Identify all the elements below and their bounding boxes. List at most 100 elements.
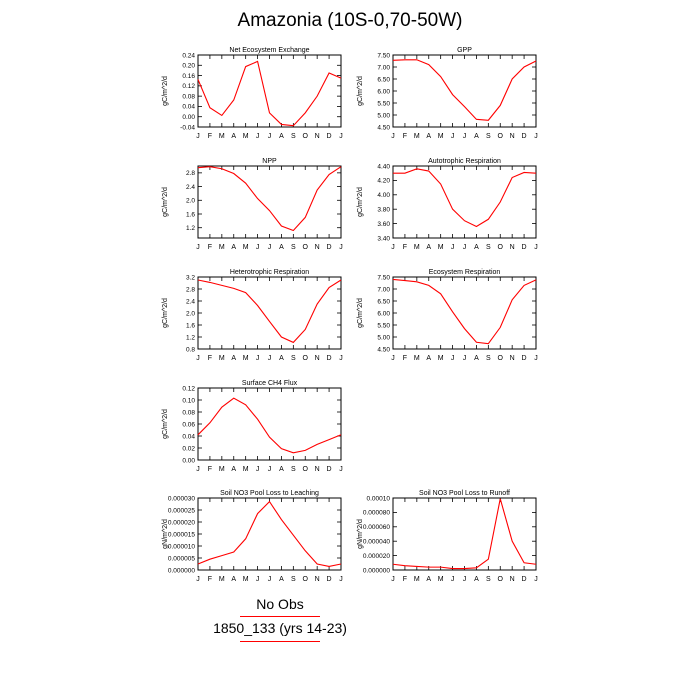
chart-2-frame (197, 165, 342, 239)
legend-line-case (240, 641, 320, 642)
chart-7-ytick-label: 0.000000 (168, 567, 195, 574)
chart-4-xtick-label: M (219, 355, 225, 362)
chart-8-ylabel: gN/m^2/d (357, 519, 364, 549)
chart-0-xtick-label: J (339, 133, 343, 140)
chart-2-xtick-label: D (327, 244, 332, 251)
chart-3-ylabel: gC/m^2/d (357, 187, 364, 217)
chart-6-series-line (197, 397, 342, 454)
chart-2-xtick-label: J (339, 244, 343, 251)
chart-2-ytick-label: 1.2 (186, 225, 195, 232)
chart-3-xtick-label: N (510, 244, 515, 251)
chart-0-xtick-label: A (279, 133, 284, 140)
chart-1-ytick-label: 7.00 (377, 64, 390, 71)
chart-1-xtick-label: J (534, 133, 538, 140)
chart-4-xtick-label: N (315, 355, 320, 362)
chart-6-title: Surface CH4 Flux (242, 380, 298, 387)
chart-5-ytick-label: 5.50 (377, 322, 390, 329)
chart-7-ytick-label: 0.000025 (168, 507, 195, 514)
chart-2-ytick-label: 2.0 (186, 198, 195, 205)
chart-0-xtick-label: M (219, 133, 225, 140)
chart-surface-ch4-flux: Surface CH4 Flux gC/m^2/d 0.00 0.02 0.04 0.06… (162, 380, 343, 473)
chart-2-ylabel: gC/m^2/d (162, 187, 169, 217)
chart-3-xtick-label: F (403, 244, 407, 251)
chart-2-ytick-label: 1.6 (186, 211, 195, 218)
chart-5-xtick-label: O (498, 355, 504, 362)
chart-1-xtick-label: M (438, 133, 444, 140)
legend-case-label: 1850_133 (yrs 14-23) (213, 620, 347, 636)
chart-8-xtick-label: N (510, 576, 515, 583)
chart-8-xtick-label: S (486, 576, 491, 583)
chart-4-ytick-label: 0.8 (186, 346, 195, 353)
chart-5-xtick-label: M (438, 355, 444, 362)
chart-3-xtick-label: J (451, 244, 455, 251)
chart-2-xtick-label: F (208, 244, 212, 251)
chart-2-xtick-label: J (256, 244, 260, 251)
chart-autotrophic-respiration: Autotrophic Respiration gC/m^2/d 3.40 3.60 3… (357, 158, 538, 251)
chart-0-xtick-label: J (256, 133, 260, 140)
chart-2-xtick-label: J (196, 244, 200, 251)
chart-2-title: NPP (262, 158, 277, 165)
chart-1-xtick-label: D (522, 133, 527, 140)
chart-1-xtick-label: J (451, 133, 455, 140)
chart-8-xtick-label: A (426, 576, 431, 583)
chart-5-xtick-label: J (534, 355, 538, 362)
chart-6-ytick-label: 0.12 (182, 385, 195, 392)
chart-0-ytick-label: 0.20 (182, 63, 195, 70)
chart-0-ylabel: gC/m^2/d (162, 76, 169, 106)
chart-7-ytick-label: 0.000030 (168, 495, 195, 502)
chart-7-xtick-label: M (219, 576, 225, 583)
chart-3-xtick-label: A (474, 244, 479, 251)
chart-3-xtick-label: J (391, 244, 395, 251)
chart-2-xtick-label: M (219, 244, 225, 251)
chart-8-title: Soil NO3 Pool Loss to Runoff (419, 490, 510, 497)
chart-8-xtick-label: J (534, 576, 538, 583)
chart-4-title: Heterotrophic Respiration (230, 269, 309, 276)
chart-7-xtick-label: F (208, 576, 212, 583)
chart-4-xtick-label: A (279, 355, 284, 362)
chart-3-ytick-label: 4.00 (377, 192, 390, 199)
chart-1-ytick-label: 4.50 (377, 124, 390, 131)
chart-5-xtick-label: F (403, 355, 407, 362)
chart-4-ylabel: gC/m^2/d (162, 298, 169, 328)
chart-7-xtick-label: A (279, 576, 284, 583)
chart-5-xtick-label: J (451, 355, 455, 362)
chart-6-ytick-label: 0.02 (182, 445, 195, 452)
chart-6-xtick-label: A (279, 466, 284, 473)
chart-4-xtick-label: M (243, 355, 249, 362)
chart-2-ytick-label: 2.8 (186, 170, 195, 177)
chart-2-xtick-label: M (243, 244, 249, 251)
chart-4-ytick-label: 2.4 (186, 298, 195, 305)
chart-2-xtick-label: A (279, 244, 284, 251)
chart-1-xtick-label: O (498, 133, 504, 140)
chart-7-xtick-label: S (291, 576, 296, 583)
chart-1-ytick-label: 6.50 (377, 76, 390, 83)
chart-7-series-line (197, 500, 342, 567)
chart-heterotrophic-respiration: Heterotrophic Respiration gC/m^2/d 0.8 1.2 1… (162, 269, 343, 362)
chart-6-ylabel: gC/m^2/d (162, 409, 169, 439)
chart-6-xtick-label: J (256, 466, 260, 473)
chart-0-xtick-label: J (268, 133, 272, 140)
chart-5-xtick-label: N (510, 355, 515, 362)
chart-soil-no3-runoff: Soil NO3 Pool Loss to RunoffgN/m^2/d0.00… (357, 490, 538, 583)
chart-3-ytick-label: 3.40 (377, 235, 390, 242)
chart-5-xtick-label: A (474, 355, 479, 362)
chart-1-ytick-label: 6.00 (377, 88, 390, 95)
chart-0-series-line (197, 60, 342, 127)
chart-2-xtick-label: O (303, 244, 309, 251)
chart-6-ytick-label: 0.08 (182, 409, 195, 416)
chart-1-title: GPP (457, 47, 472, 54)
chart-5-series-line (392, 278, 537, 345)
chart-6-xtick-label: J (268, 466, 272, 473)
chart-5-ytick-label: 5.00 (377, 334, 390, 341)
chart-1-ylabel: gC/m^2/d (357, 76, 364, 106)
chart-8-ytick-label: 0.000060 (363, 524, 390, 531)
chart-3-ytick-label: 4.20 (377, 178, 390, 185)
chart-8-ytick-label: 0.000000 (363, 567, 390, 574)
chart-4-ytick-label: 1.6 (186, 322, 195, 329)
chart-3-xtick-label: D (522, 244, 527, 251)
chart-1-ytick-label: 5.50 (377, 100, 390, 107)
chart-7-ytick-label: 0.000005 (168, 555, 195, 562)
chart-2-xtick-label: J (268, 244, 272, 251)
chart-0-xtick-label: N (315, 133, 320, 140)
